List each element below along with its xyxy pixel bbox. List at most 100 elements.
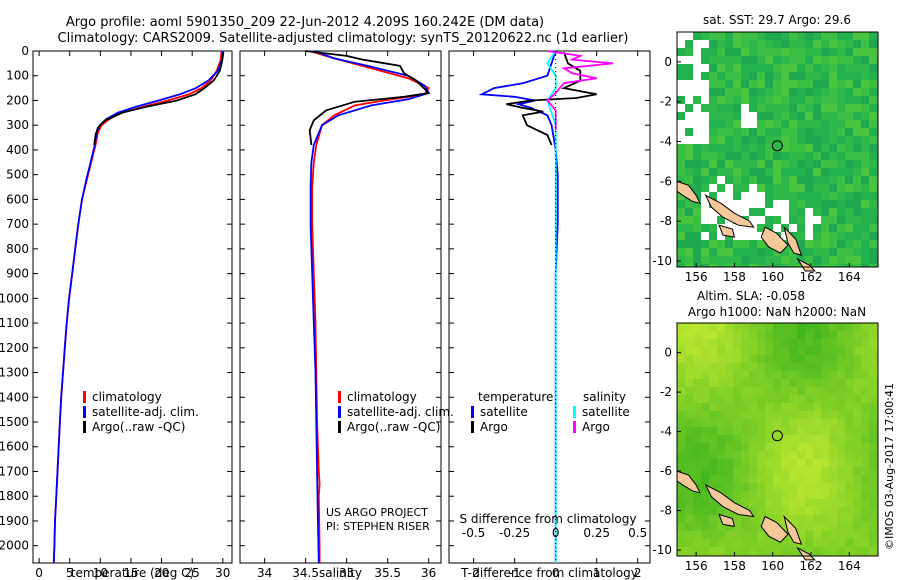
map-cell [869,88,877,96]
map-cell [757,224,765,232]
map-cell [821,240,829,248]
x2-axis-label: S difference from climatology [460,512,637,526]
map-cell [765,507,773,515]
map-cell [869,467,877,475]
map-cell [797,160,805,168]
map-cell [829,531,837,539]
map-cell [813,395,821,403]
map-cell [749,176,757,184]
map-cell [805,339,813,347]
map-cell [701,491,709,499]
map-cell [717,323,725,331]
map-cell [813,331,821,339]
map-cell [741,168,749,176]
temperature-profile-chart: 0100200300400500600700800900100011001200… [0,44,233,580]
map-cell [861,240,869,248]
map-cell [701,136,709,144]
map-cell [677,176,685,184]
map-cell [693,363,701,371]
map-cell [813,451,821,459]
legend-swatch [83,391,86,403]
map-cell [741,531,749,539]
map-cell [685,144,693,152]
map-cell [869,168,877,176]
map-cell [789,160,797,168]
map-cell [853,323,861,331]
map-cell [693,331,701,339]
map-cell [861,395,869,403]
map-cell [757,499,765,507]
map-cell [821,176,829,184]
map-cell [837,232,845,240]
map-cell [789,112,797,120]
map-cell [717,240,725,248]
map-cell [869,451,877,459]
map-cell [789,339,797,347]
map-cell [813,200,821,208]
y-tick-label: 1100 [0,316,29,330]
map-cell [869,216,877,224]
x-tick-label: 34 [257,566,272,580]
map-cell [677,64,685,72]
legend-entry: satellite-adj. clim. [347,405,454,419]
map-cell [853,443,861,451]
y-tick-label: 1500 [0,415,29,429]
map-cell [869,152,877,160]
map-cell [765,144,773,152]
map-cell [757,547,765,555]
map-cell [813,176,821,184]
map-cell [837,443,845,451]
map-cell [861,419,869,427]
map-cell [797,232,805,240]
map-cell [813,80,821,88]
map-cell [813,475,821,483]
map-cell [757,56,765,64]
map-cell [725,371,733,379]
map-cell [773,32,781,40]
map-cell [709,419,717,427]
map-cell [869,379,877,387]
map-cell [733,184,741,192]
map-cell [765,387,773,395]
map-cell [749,499,757,507]
map-cell [861,331,869,339]
map-cell [861,160,869,168]
map-cell [685,96,693,104]
map-cell [821,56,829,64]
series-argo-raw-qc- [305,50,431,146]
map-cell [709,40,717,48]
map-cell [725,48,733,56]
map-cell [685,248,693,256]
map-cell [717,160,725,168]
map-cell [709,331,717,339]
map-cell [829,112,837,120]
map-cell [853,56,861,64]
map-cell [757,371,765,379]
map-cell [805,192,813,200]
y-tick-label: -4 [660,135,672,149]
map-cell [813,443,821,451]
map-cell [853,331,861,339]
figure-title-line2: Climatology: CARS2009. Satellite-adjuste… [58,31,629,46]
map-cell [781,467,789,475]
map-cell [829,152,837,160]
map-cell [821,411,829,419]
map-cell [821,347,829,355]
map-cell [797,523,805,531]
map-cell [765,443,773,451]
map-cell [677,88,685,96]
map-cell [765,363,773,371]
map-cell [813,168,821,176]
y-tick-label: 400 [6,143,29,157]
map-cell [781,160,789,168]
x-tick-label: 160 [761,270,784,284]
map-cell [797,224,805,232]
map-cell [781,208,789,216]
map-cell [701,363,709,371]
map-cell [685,128,693,136]
map-cell [757,192,765,200]
map-cell [685,427,693,435]
map-cell [773,72,781,80]
map-cell [741,80,749,88]
